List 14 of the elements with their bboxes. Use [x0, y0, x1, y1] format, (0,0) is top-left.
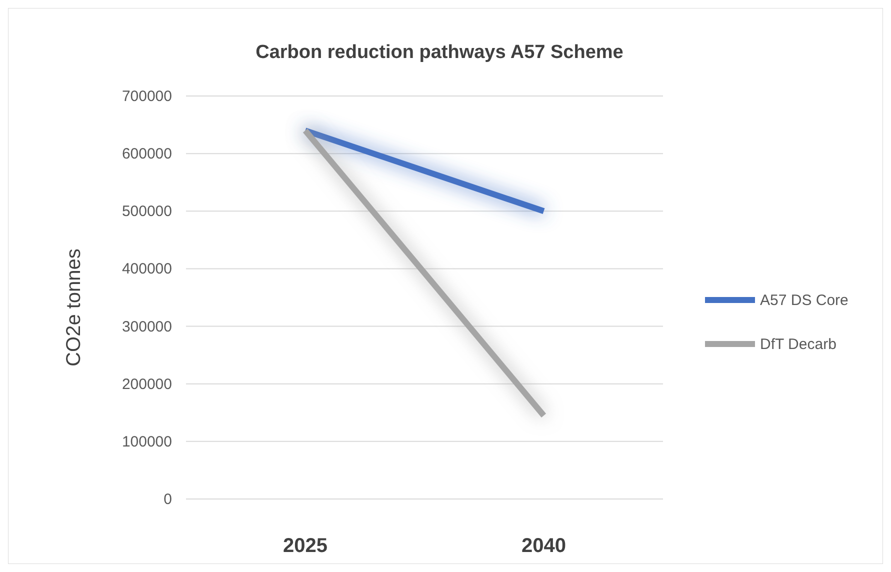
x-tick-label: 2040: [522, 535, 566, 557]
legend-label: A57 DS Core: [760, 292, 848, 309]
y-tick-label: 100000: [122, 433, 172, 450]
y-tick-label: 300000: [122, 318, 172, 336]
y-tick-label: 600000: [122, 146, 172, 163]
y-tick-label: 700000: [122, 88, 172, 105]
y-tick-label: 500000: [122, 203, 172, 220]
y-tick-label: 0: [164, 491, 172, 508]
chart-title: Carbon reduction pathways A57 Scheme: [256, 42, 624, 63]
legend-label: DfT Decarb: [760, 336, 836, 353]
y-tick-label: 400000: [122, 260, 172, 278]
y-axis-title: CO2e tonnes: [63, 248, 85, 366]
x-tick-label: 2025: [283, 535, 328, 557]
y-tick-label: 200000: [122, 376, 172, 393]
